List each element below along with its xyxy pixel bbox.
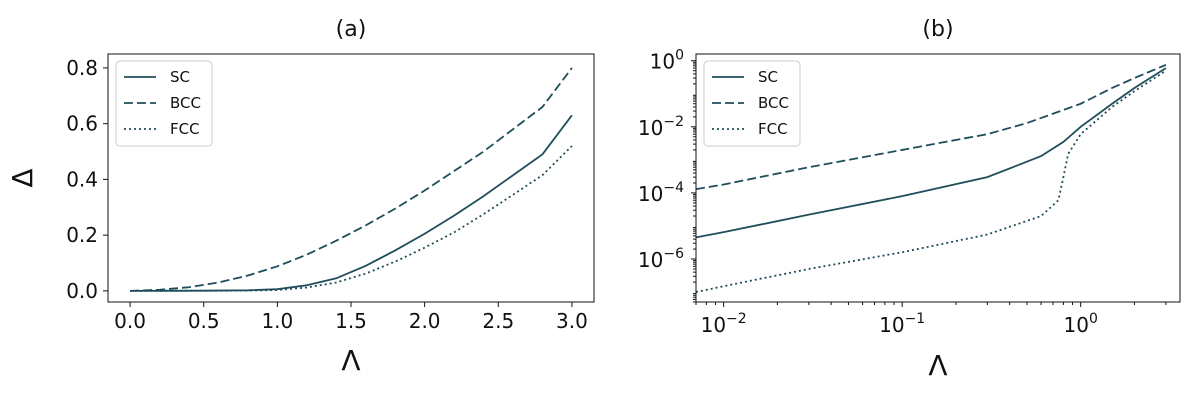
panel-b: (b) 10−2 10−1 100 10−6 10−4 10−2 100 Λ SC BCC FCC <box>638 17 1181 382</box>
legend-label-fcc: FCC <box>170 120 200 138</box>
panel-title: (b) <box>922 17 953 42</box>
series-line-fcc <box>130 145 573 292</box>
x-tick-label: 10−2 <box>701 311 747 337</box>
y-tick-label: 0.8 <box>66 56 98 80</box>
x-tick-label: 2.5 <box>482 309 514 333</box>
x-tick-label: 100 <box>1064 311 1098 337</box>
plot-frame <box>695 53 1181 303</box>
legend-label-bcc: BCC <box>758 94 789 112</box>
series-line-bcc <box>696 64 1167 191</box>
legend-label-sc: SC <box>758 68 778 86</box>
x-axis-label: Λ <box>341 344 360 377</box>
legend-box <box>115 60 213 147</box>
y-tick-label: 0.4 <box>66 167 98 191</box>
y-tick-label: 0.6 <box>66 112 98 136</box>
x-tick-label: 10−1 <box>879 311 925 337</box>
legend-label-sc: SC <box>170 68 190 86</box>
legend: SC BCC FCC <box>703 60 801 147</box>
legend-label-bcc: BCC <box>170 94 201 112</box>
legend-label-fcc: FCC <box>758 120 788 138</box>
panel-title: (a) <box>336 17 367 42</box>
y-tick-label: 0.2 <box>66 223 98 247</box>
legend-box <box>703 60 801 147</box>
series-line-bcc <box>130 67 573 292</box>
y-tick-label: 10−6 <box>638 246 684 272</box>
y-tick-label: 10−4 <box>638 180 684 206</box>
series-line-sc <box>130 114 573 292</box>
series-line-fcc <box>696 69 1167 293</box>
legend: SC BCC FCC <box>115 60 213 147</box>
y-tick-label: 100 <box>650 48 684 74</box>
y-tick-label: 10−2 <box>638 114 684 140</box>
x-axis-label: Λ <box>928 349 947 382</box>
x-tick-label: 2.0 <box>409 309 441 333</box>
y-axis-label: Δ <box>6 168 39 187</box>
x-tick-label: 0.0 <box>114 309 146 333</box>
y-tick-label: 0.0 <box>66 279 98 303</box>
panel-a: (a) 0.0 0.5 1.0 1.5 2.0 2.5 3.0 0.0 0.2 0.4 0.6 0.8 Λ… <box>6 17 595 377</box>
x-tick-label: 1.0 <box>261 309 293 333</box>
series-line-sc <box>696 67 1167 239</box>
x-tick-label: 1.5 <box>335 309 367 333</box>
x-tick-label: 3.0 <box>556 309 588 333</box>
x-tick-label: 0.5 <box>188 309 220 333</box>
